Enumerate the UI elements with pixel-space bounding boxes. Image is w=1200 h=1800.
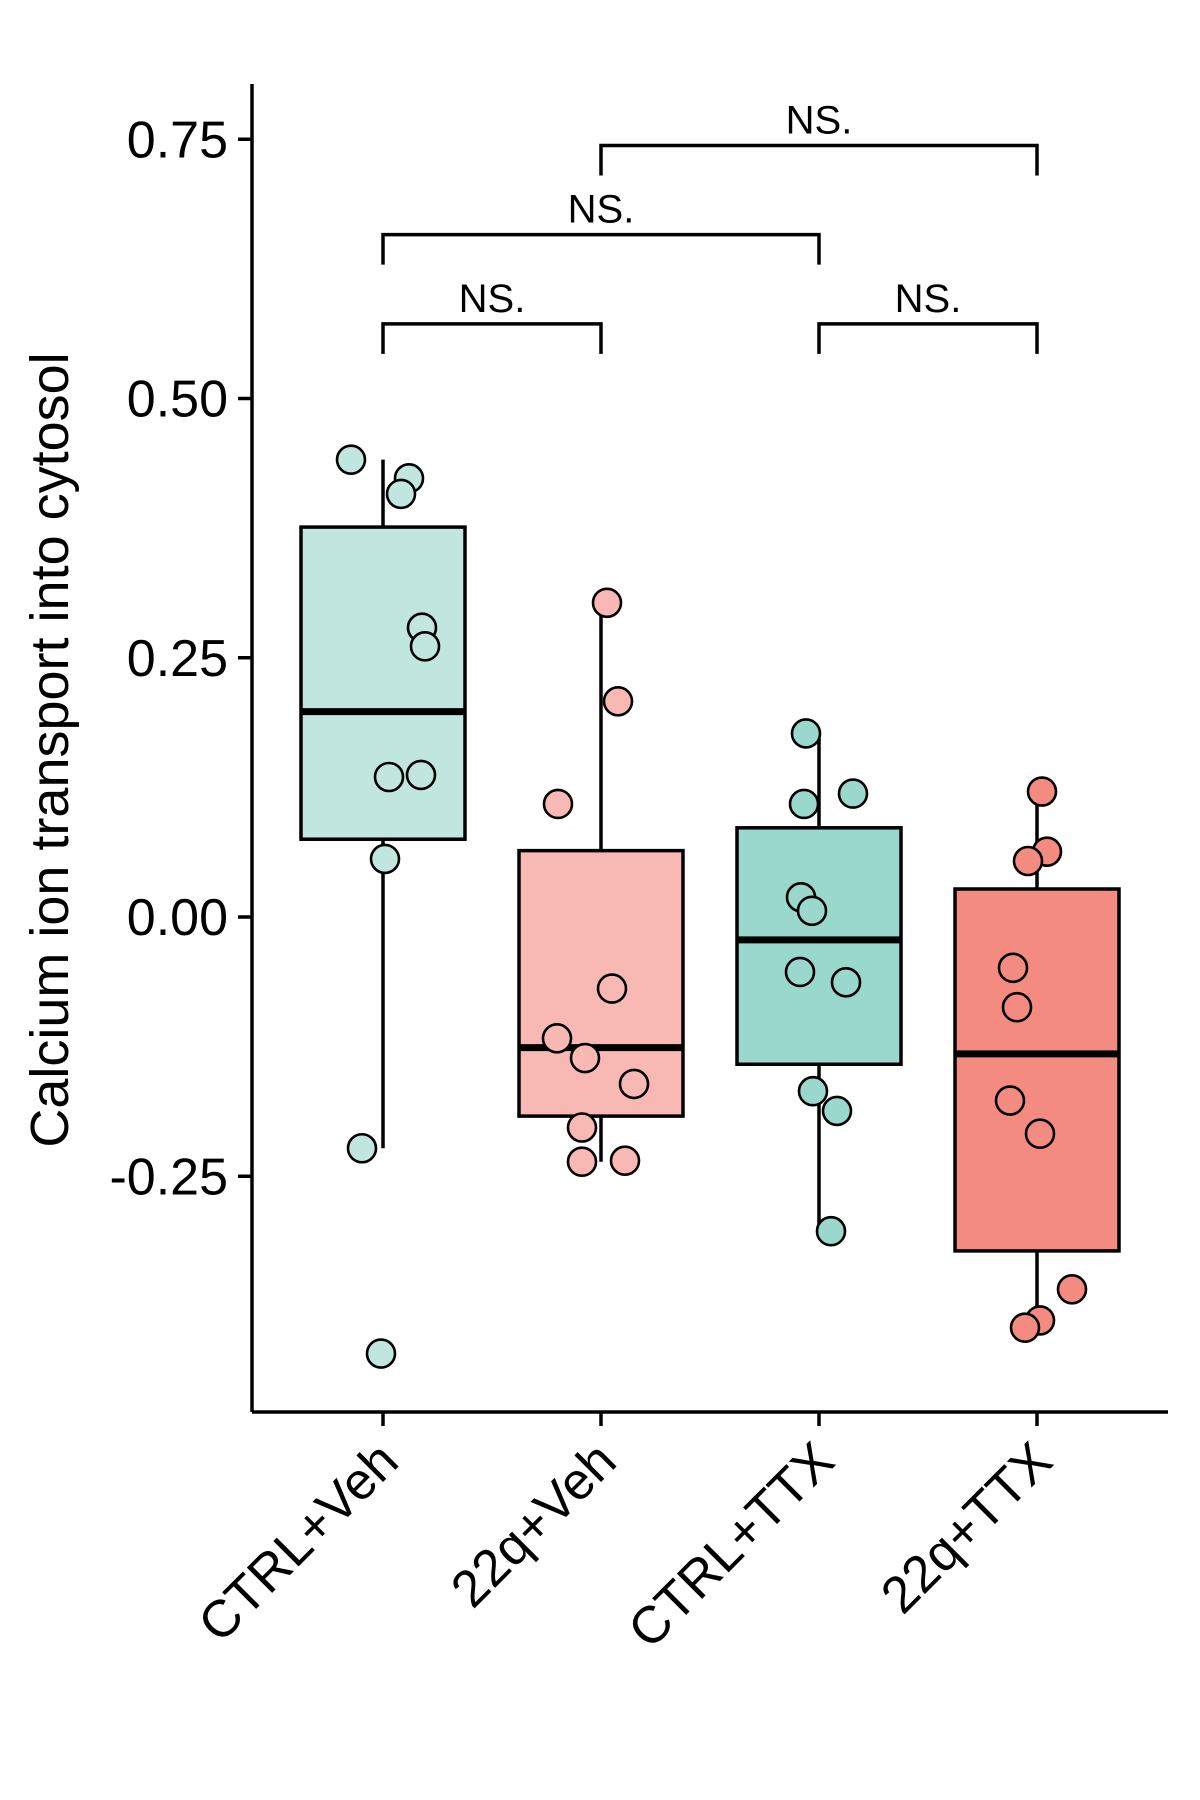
bracket-line <box>381 322 603 354</box>
y-tick-label: 0.50 <box>127 371 228 429</box>
data-point <box>1009 1312 1041 1343</box>
data-point <box>596 973 628 1004</box>
data-point <box>1012 845 1044 877</box>
box-iqr <box>735 826 903 1067</box>
data-point <box>541 1023 573 1054</box>
y-axis-title: Calcium ion transport into cytosol <box>20 352 80 1147</box>
data-point <box>790 718 822 749</box>
bracket-line <box>817 322 1039 354</box>
data-point <box>815 1215 847 1247</box>
data-point <box>566 1112 598 1143</box>
significance-bracket: NS. <box>381 277 603 354</box>
significance-label: NS. <box>459 277 526 321</box>
data-point <box>994 1085 1026 1116</box>
data-point <box>346 1132 378 1164</box>
data-point <box>1056 1273 1088 1305</box>
x-tick-label: CTRL+Veh <box>188 1431 410 1653</box>
box-group-3 <box>735 718 903 1247</box>
data-point <box>1024 1118 1056 1150</box>
data-point <box>1026 776 1058 807</box>
box-iqr <box>953 887 1121 1253</box>
data-point <box>997 952 1029 984</box>
y-tick-label: -0.25 <box>109 1148 228 1206</box>
data-point <box>618 1068 650 1100</box>
data-point <box>837 778 869 809</box>
data-point <box>373 761 405 793</box>
data-point <box>797 1075 829 1107</box>
data-point <box>365 1338 397 1369</box>
plot-area: NS. NS. NS. NS. <box>299 98 1121 1369</box>
bracket-line <box>381 232 821 265</box>
data-point <box>609 1145 641 1176</box>
data-point <box>566 1146 598 1178</box>
significance-bracket: NS. <box>599 98 1039 176</box>
data-point <box>788 788 820 820</box>
x-tick-label: 22q+TTX <box>870 1431 1063 1624</box>
data-point <box>569 1042 601 1074</box>
box-group-4 <box>953 776 1121 1343</box>
y-tick-label: 0.75 <box>127 111 228 169</box>
x-tick-label: 22q+Veh <box>440 1431 627 1618</box>
y-tick-label: 0.25 <box>127 630 228 688</box>
bracket-line <box>599 143 1039 176</box>
data-point <box>602 686 634 717</box>
data-point <box>830 967 862 998</box>
significance-bracket: NS. <box>381 188 821 265</box>
data-point <box>385 478 417 510</box>
data-point <box>821 1095 853 1127</box>
significance-label: NS. <box>568 188 635 232</box>
data-point <box>542 788 574 820</box>
significance-label: NS. <box>786 98 853 142</box>
box-group-2 <box>517 587 685 1178</box>
data-point <box>591 587 623 619</box>
x-tick-label: CTRL+TTX <box>618 1431 846 1659</box>
data-point <box>784 956 816 988</box>
data-point <box>369 843 401 875</box>
data-point <box>796 895 828 927</box>
box-group-1 <box>299 444 467 1369</box>
y-tick-label: 0.00 <box>127 889 228 947</box>
significance-bracket: NS. <box>817 277 1039 354</box>
significance-label: NS. <box>895 277 962 321</box>
data-point <box>1001 991 1033 1023</box>
box-iqr <box>299 525 467 841</box>
data-point <box>335 444 367 475</box>
data-point <box>409 631 441 662</box>
data-point <box>405 759 437 791</box>
